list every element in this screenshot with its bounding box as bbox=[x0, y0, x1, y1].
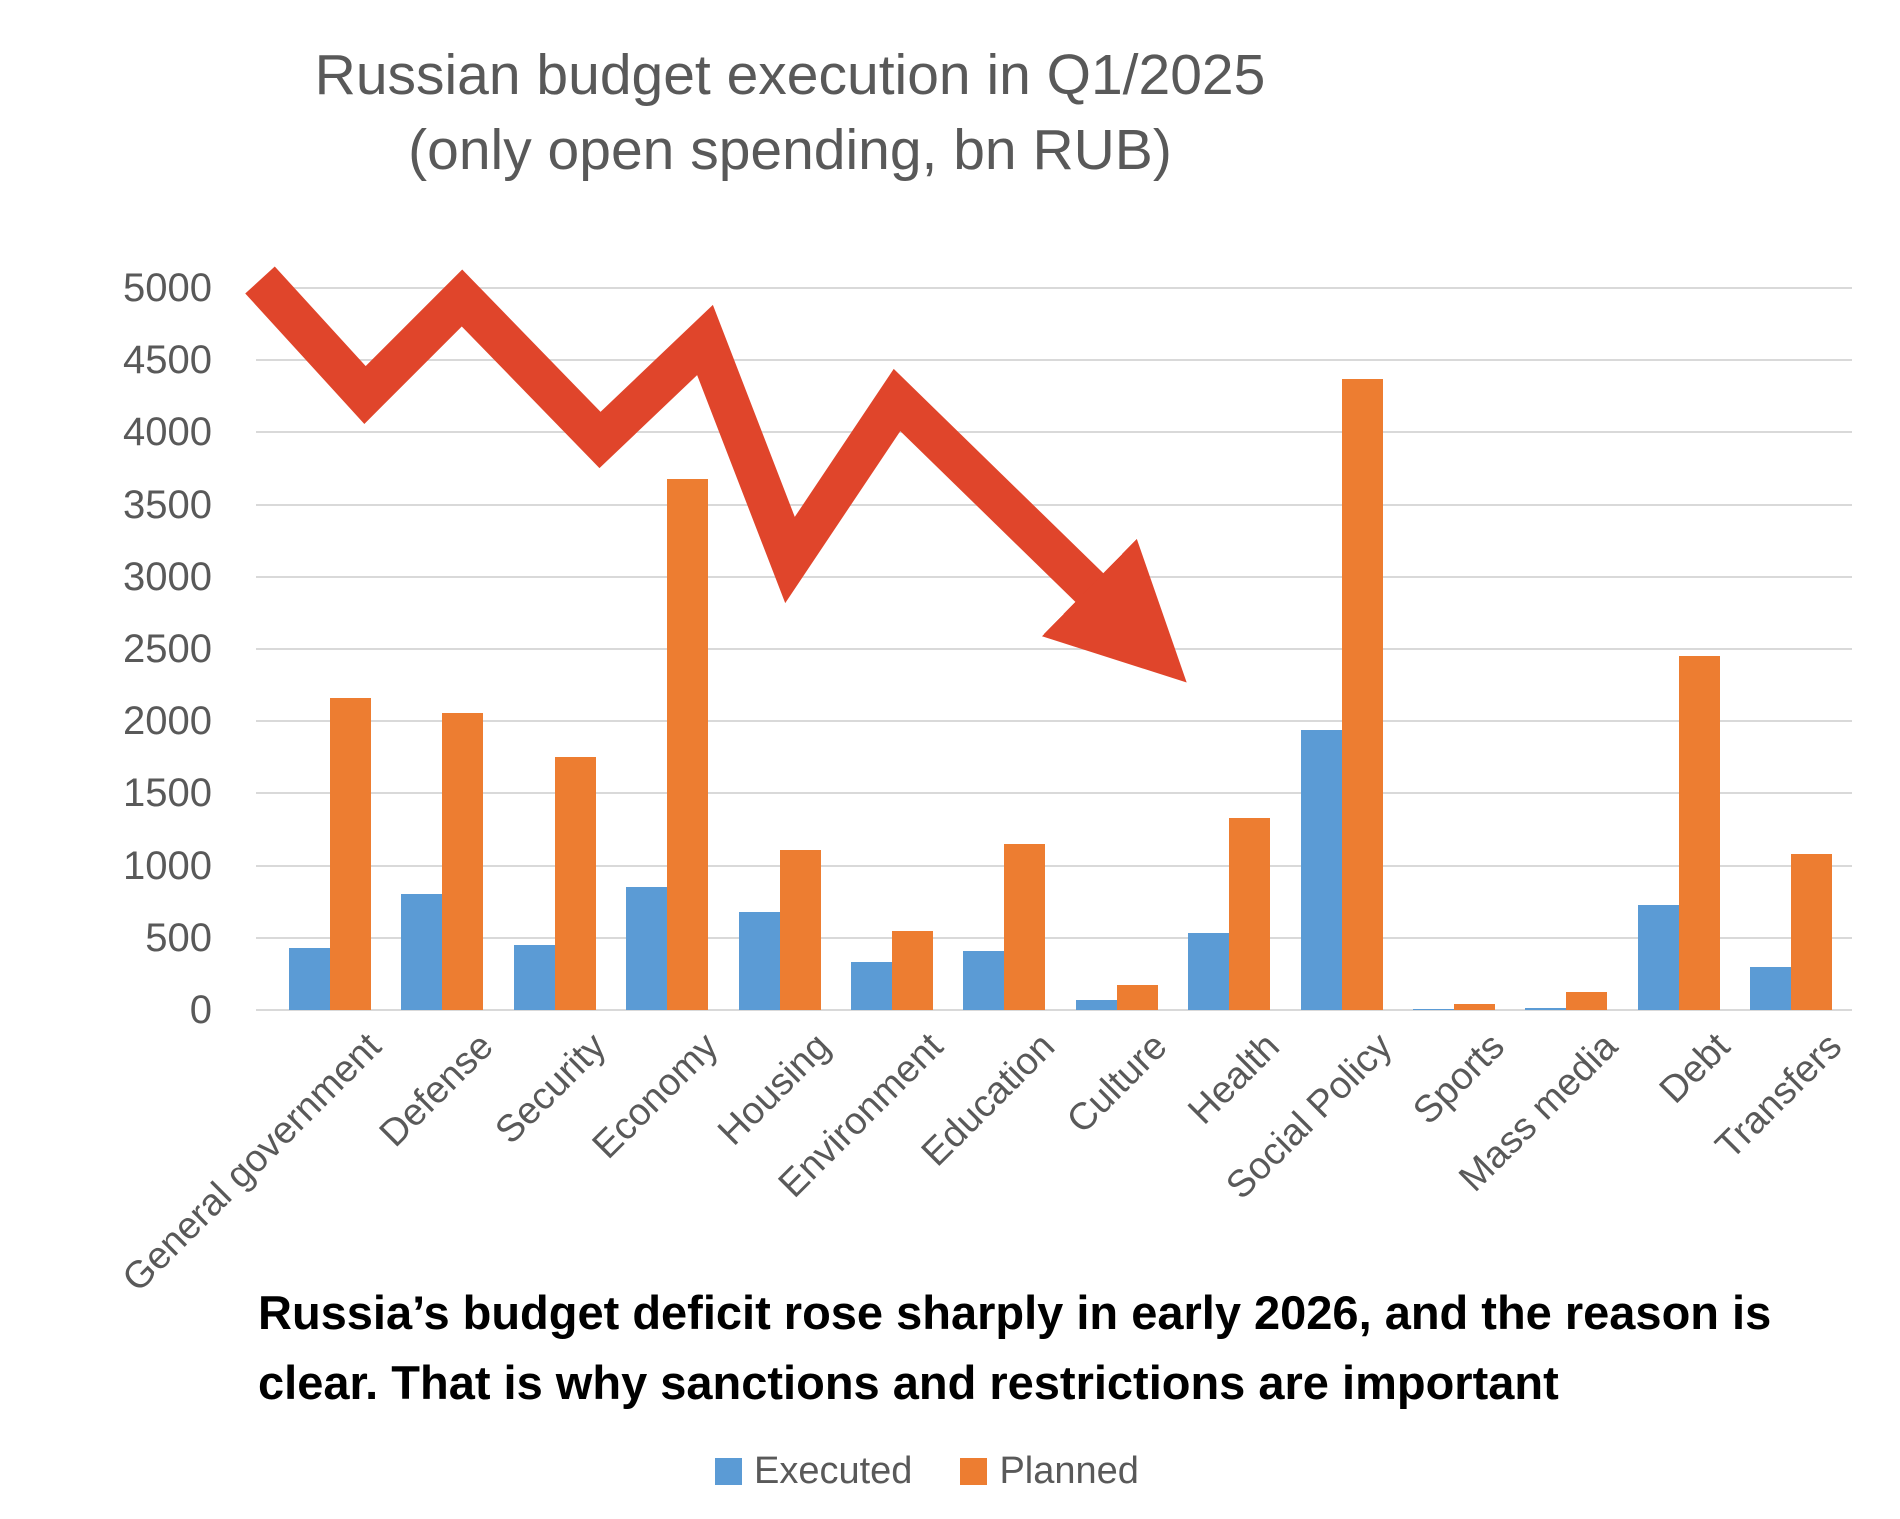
bar-executed-economy bbox=[626, 887, 668, 1010]
bar-planned-defense bbox=[442, 712, 484, 1010]
y-tick-label: 3500 bbox=[123, 482, 212, 527]
y-tick-label: 2500 bbox=[123, 627, 212, 671]
gridline bbox=[256, 287, 1852, 289]
x-axis-label: Debt bbox=[1651, 1025, 1738, 1112]
y-tick-label: 2000 bbox=[123, 699, 212, 744]
x-axis-label: Health bbox=[1180, 1025, 1289, 1133]
bar-executed-mass-media bbox=[1525, 1007, 1567, 1010]
bar-executed-health bbox=[1188, 933, 1230, 1010]
x-axis-label: Defense bbox=[371, 1025, 502, 1156]
gridline bbox=[256, 1009, 1852, 1011]
bar-planned-transfers bbox=[1791, 854, 1833, 1010]
gridline bbox=[256, 575, 1852, 578]
bar-planned-mass-media bbox=[1566, 991, 1608, 1010]
bar-executed-defense bbox=[401, 894, 443, 1010]
legend-item-executed: Executed bbox=[715, 1452, 912, 1490]
gridline bbox=[256, 792, 1852, 795]
bar-executed-general-government bbox=[289, 947, 330, 1010]
y-tick-label: 3000 bbox=[123, 554, 212, 599]
gridline bbox=[256, 359, 1852, 362]
legend-label-planned: Planned bbox=[999, 1450, 1139, 1492]
bar-planned-economy bbox=[667, 478, 709, 1010]
bar-executed-transfers bbox=[1750, 966, 1792, 1010]
bar-planned-security bbox=[554, 757, 596, 1010]
gridline bbox=[256, 864, 1852, 867]
y-tick-label: 1500 bbox=[123, 771, 212, 816]
bar-executed-social-policy bbox=[1300, 729, 1342, 1010]
gridline bbox=[256, 503, 1852, 506]
bar-executed-debt bbox=[1637, 904, 1679, 1010]
bar-planned-general-government bbox=[330, 698, 371, 1010]
bar-planned-education bbox=[1004, 843, 1046, 1010]
bar-planned-environment bbox=[892, 930, 933, 1010]
legend-item-planned: Planned bbox=[960, 1450, 1139, 1492]
chart-title: Russian budget execution in Q1/2025 (onl… bbox=[0, 38, 1580, 188]
bar-executed-security bbox=[513, 945, 555, 1010]
gridline bbox=[256, 431, 1852, 434]
bar-planned-culture bbox=[1116, 985, 1158, 1010]
planned-swatch-icon bbox=[960, 1457, 988, 1485]
bar-planned-social-policy bbox=[1341, 378, 1383, 1010]
x-axis-label: Sports bbox=[1405, 1025, 1513, 1133]
bar-planned-health bbox=[1229, 817, 1271, 1010]
gridline bbox=[256, 648, 1852, 650]
y-tick-label: 5000 bbox=[123, 266, 212, 310]
bar-executed-environment bbox=[851, 962, 892, 1010]
legend: Executed Planned bbox=[715, 1452, 1139, 1490]
executed-swatch-icon bbox=[715, 1457, 742, 1485]
bar-planned-sports bbox=[1454, 1003, 1495, 1010]
bar-executed-education bbox=[963, 950, 1005, 1010]
y-tick-label: 500 bbox=[145, 915, 212, 960]
legend-label-executed: Executed bbox=[754, 1450, 913, 1492]
bar-executed-culture bbox=[1075, 999, 1117, 1010]
y-tick-label: 1000 bbox=[123, 843, 212, 888]
bar-planned-debt bbox=[1678, 656, 1720, 1010]
y-tick-label: 4500 bbox=[123, 338, 212, 383]
chart-title-line1: Russian budget execution in Q1/2025 bbox=[314, 43, 1266, 107]
chart-title-line2: (only open spending, bn RUB) bbox=[408, 118, 1172, 182]
bar-executed-sports bbox=[1413, 1009, 1454, 1010]
caption-text: Russia’s budget deficit rose sharply in … bbox=[258, 1286, 1772, 1409]
gridline bbox=[256, 936, 1852, 939]
bar-planned-housing bbox=[779, 849, 821, 1010]
x-axis-label: Culture bbox=[1059, 1025, 1176, 1142]
gridline bbox=[256, 720, 1852, 723]
x-axis-label: General government bbox=[114, 1025, 389, 1300]
y-tick-label: 4000 bbox=[123, 410, 212, 455]
bar-executed-housing bbox=[738, 911, 780, 1010]
y-tick-label: 0 bbox=[189, 988, 212, 1032]
